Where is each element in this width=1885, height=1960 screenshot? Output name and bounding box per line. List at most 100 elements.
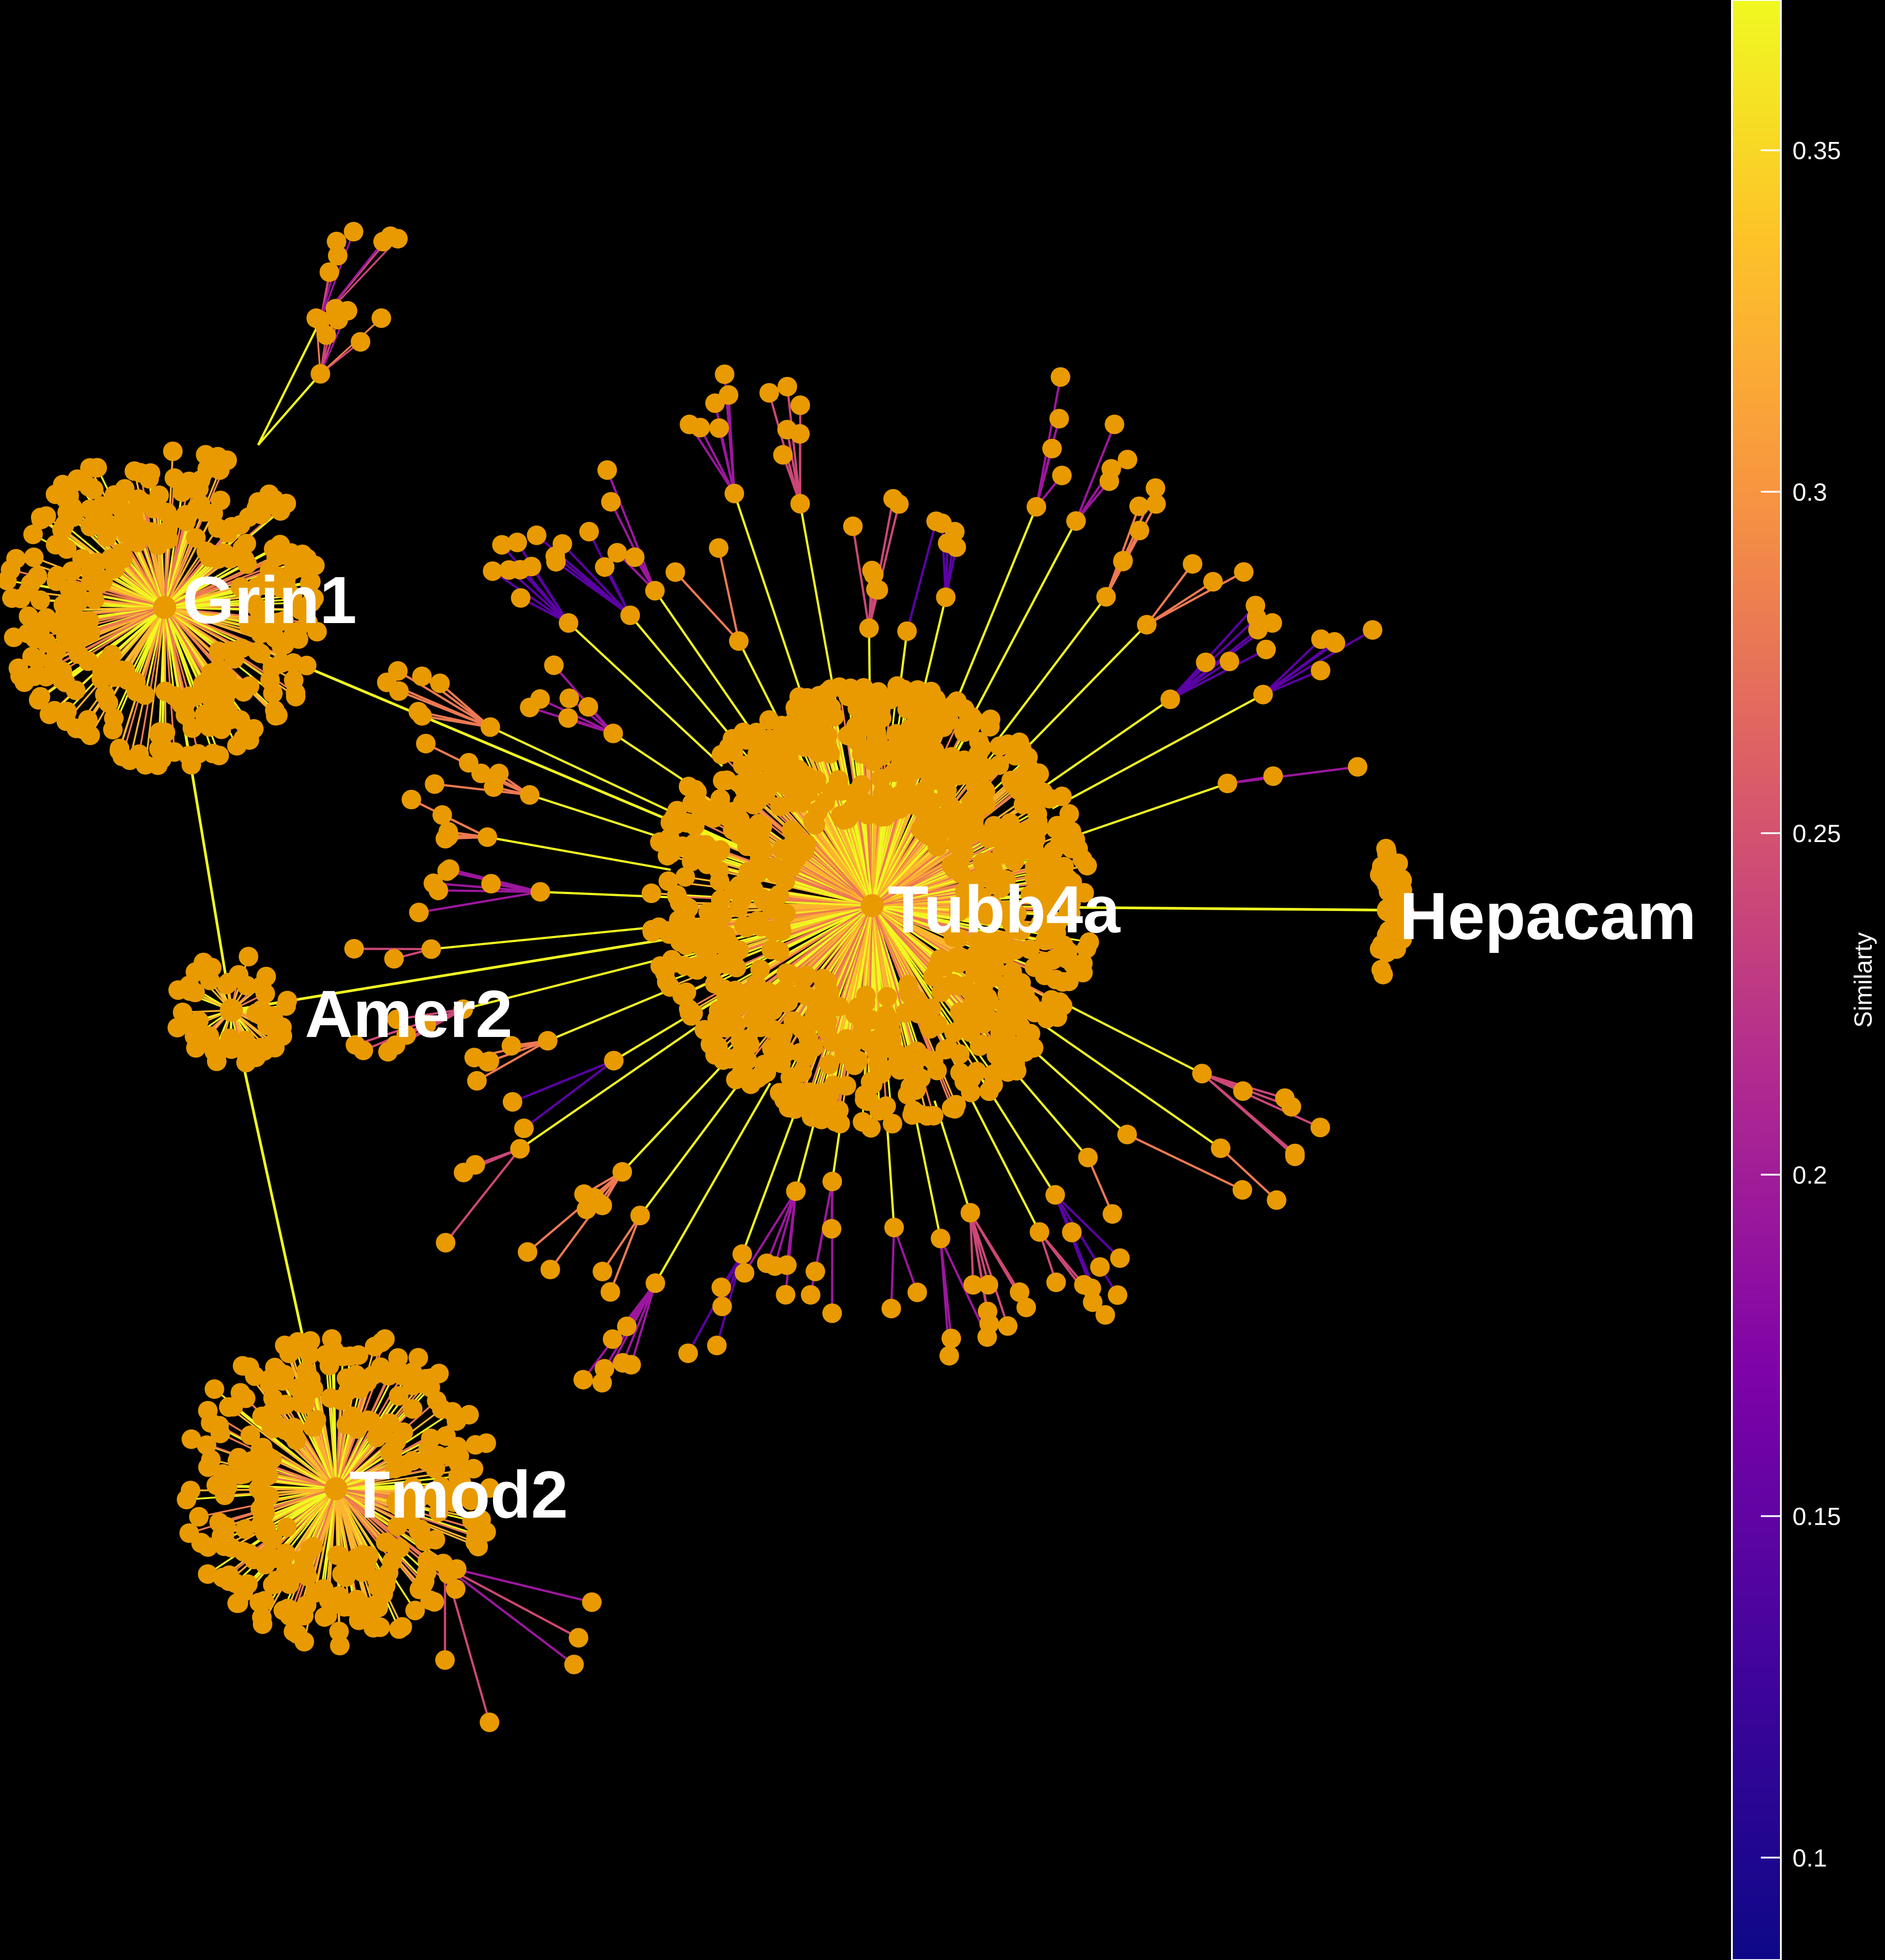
edge [164,558,219,608]
node [819,1085,839,1106]
node [1203,572,1223,592]
node [432,805,452,825]
node [603,724,623,744]
node [711,1277,731,1297]
node [271,501,291,521]
node [217,668,237,688]
edge [1040,1021,1222,1150]
node [247,641,267,661]
node [329,1621,349,1641]
node [998,1062,1018,1082]
node [907,1282,927,1302]
node [61,627,81,647]
node [266,703,286,723]
edge [335,1488,358,1606]
node [990,1028,1010,1048]
node [645,581,665,601]
node [724,483,744,503]
node [705,974,725,994]
node [286,687,306,707]
node [961,1069,981,1089]
node [530,882,550,902]
node [58,599,78,620]
node [712,1296,732,1316]
node [948,802,968,822]
edge [765,1191,797,1264]
edge [890,1227,895,1309]
node [262,1449,282,1469]
node [822,1171,842,1191]
node [972,791,992,811]
node [641,883,661,903]
node [1046,1272,1066,1292]
node [902,790,922,810]
node [1046,969,1066,989]
node [898,975,918,995]
edge [561,543,631,616]
node [1019,1039,1039,1059]
node [417,1015,437,1035]
node [277,1517,297,1537]
node [776,1285,796,1305]
node [702,959,722,979]
node [182,1429,202,1449]
node [710,789,730,809]
node [311,364,330,384]
node [467,1071,487,1091]
node [239,1357,259,1377]
edge [717,547,740,641]
node [736,730,756,750]
node [78,710,98,730]
node [204,1042,224,1062]
node [276,1561,296,1581]
node [796,1022,816,1042]
node [781,1067,801,1087]
node [390,1538,410,1558]
node [301,572,321,592]
node [845,1055,865,1075]
node [751,917,771,937]
node [792,984,812,1004]
edge [164,607,301,611]
node [582,1592,602,1612]
node [1129,521,1149,541]
node [843,516,863,536]
node [924,1106,944,1126]
node [306,308,326,328]
node [424,1592,444,1612]
node [977,1327,997,1347]
node [931,982,951,1002]
node [102,644,122,664]
node [709,418,729,438]
node [436,1426,456,1446]
node [1137,615,1157,635]
edge [1075,424,1116,522]
node [479,1051,499,1071]
node [750,1017,770,1037]
node [292,1379,312,1399]
node [1113,551,1133,571]
node [257,614,277,634]
node [980,717,1000,737]
node [78,651,98,671]
edge [622,1283,657,1364]
edge [501,544,570,624]
node [1073,953,1093,973]
node [446,1579,466,1599]
node [620,605,640,625]
edge [912,1106,942,1239]
node [902,698,922,718]
edge [969,1212,1009,1327]
node [378,1042,398,1062]
edge [969,1212,989,1312]
hub-labels: Tubb4a Grin1 Tmod2 Hepacam Amer2 [182,563,1696,1532]
node [1310,1118,1330,1138]
edge [335,1399,341,1489]
node [480,717,500,737]
node [530,689,550,709]
edge [335,1408,413,1490]
node [1275,1088,1295,1108]
hub-node-amer2 [220,999,243,1022]
node [388,229,408,249]
node [344,222,364,242]
